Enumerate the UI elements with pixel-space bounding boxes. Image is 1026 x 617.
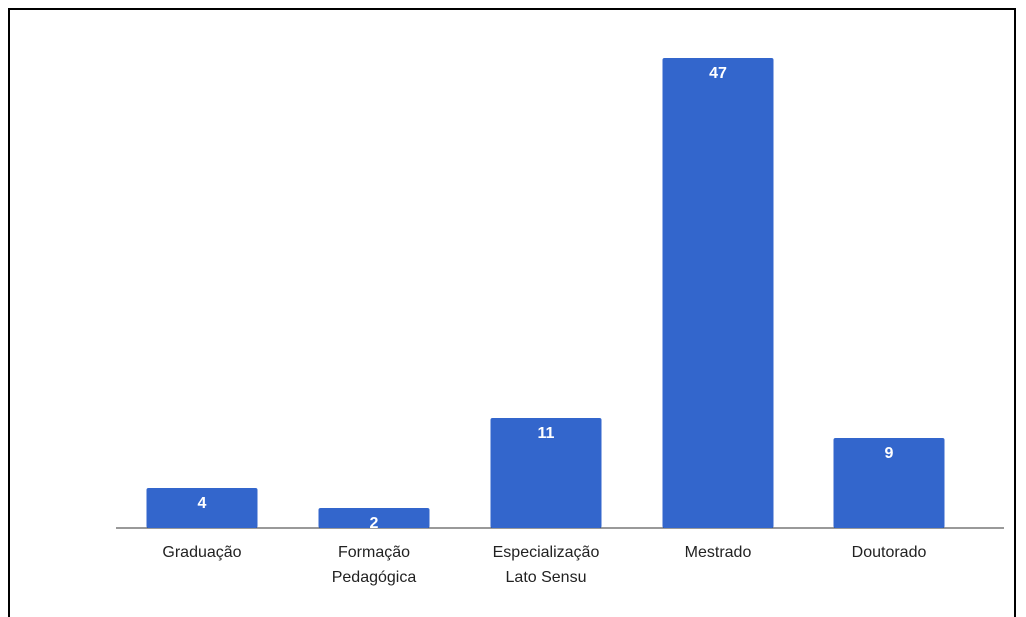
x-tick-label-1-0: Formação: [338, 544, 410, 561]
x-tick-label-2-0: Especialização: [493, 544, 600, 561]
bar-value-label-1: 2: [370, 515, 379, 532]
bar-0: [146, 488, 258, 528]
bar-4: [833, 438, 945, 528]
bar-value-label-3: 47: [709, 65, 727, 82]
bar-value-label-4: 9: [885, 445, 894, 462]
x-tick-label-2-1: Lato Sensu: [506, 569, 587, 586]
x-tick-label-1-1: Pedagógica: [332, 569, 417, 586]
x-tick-label-0-0: Graduação: [162, 544, 241, 561]
x-tick-label-4-0: Doutorado: [852, 544, 927, 561]
bar-value-label-0: 4: [198, 495, 207, 512]
bar-1: [318, 508, 430, 528]
bar-2: [490, 418, 602, 528]
x-tick-label-3-0: Mestrado: [685, 544, 752, 561]
bar-3: [662, 58, 774, 528]
bar-value-label-2: 11: [538, 425, 555, 442]
